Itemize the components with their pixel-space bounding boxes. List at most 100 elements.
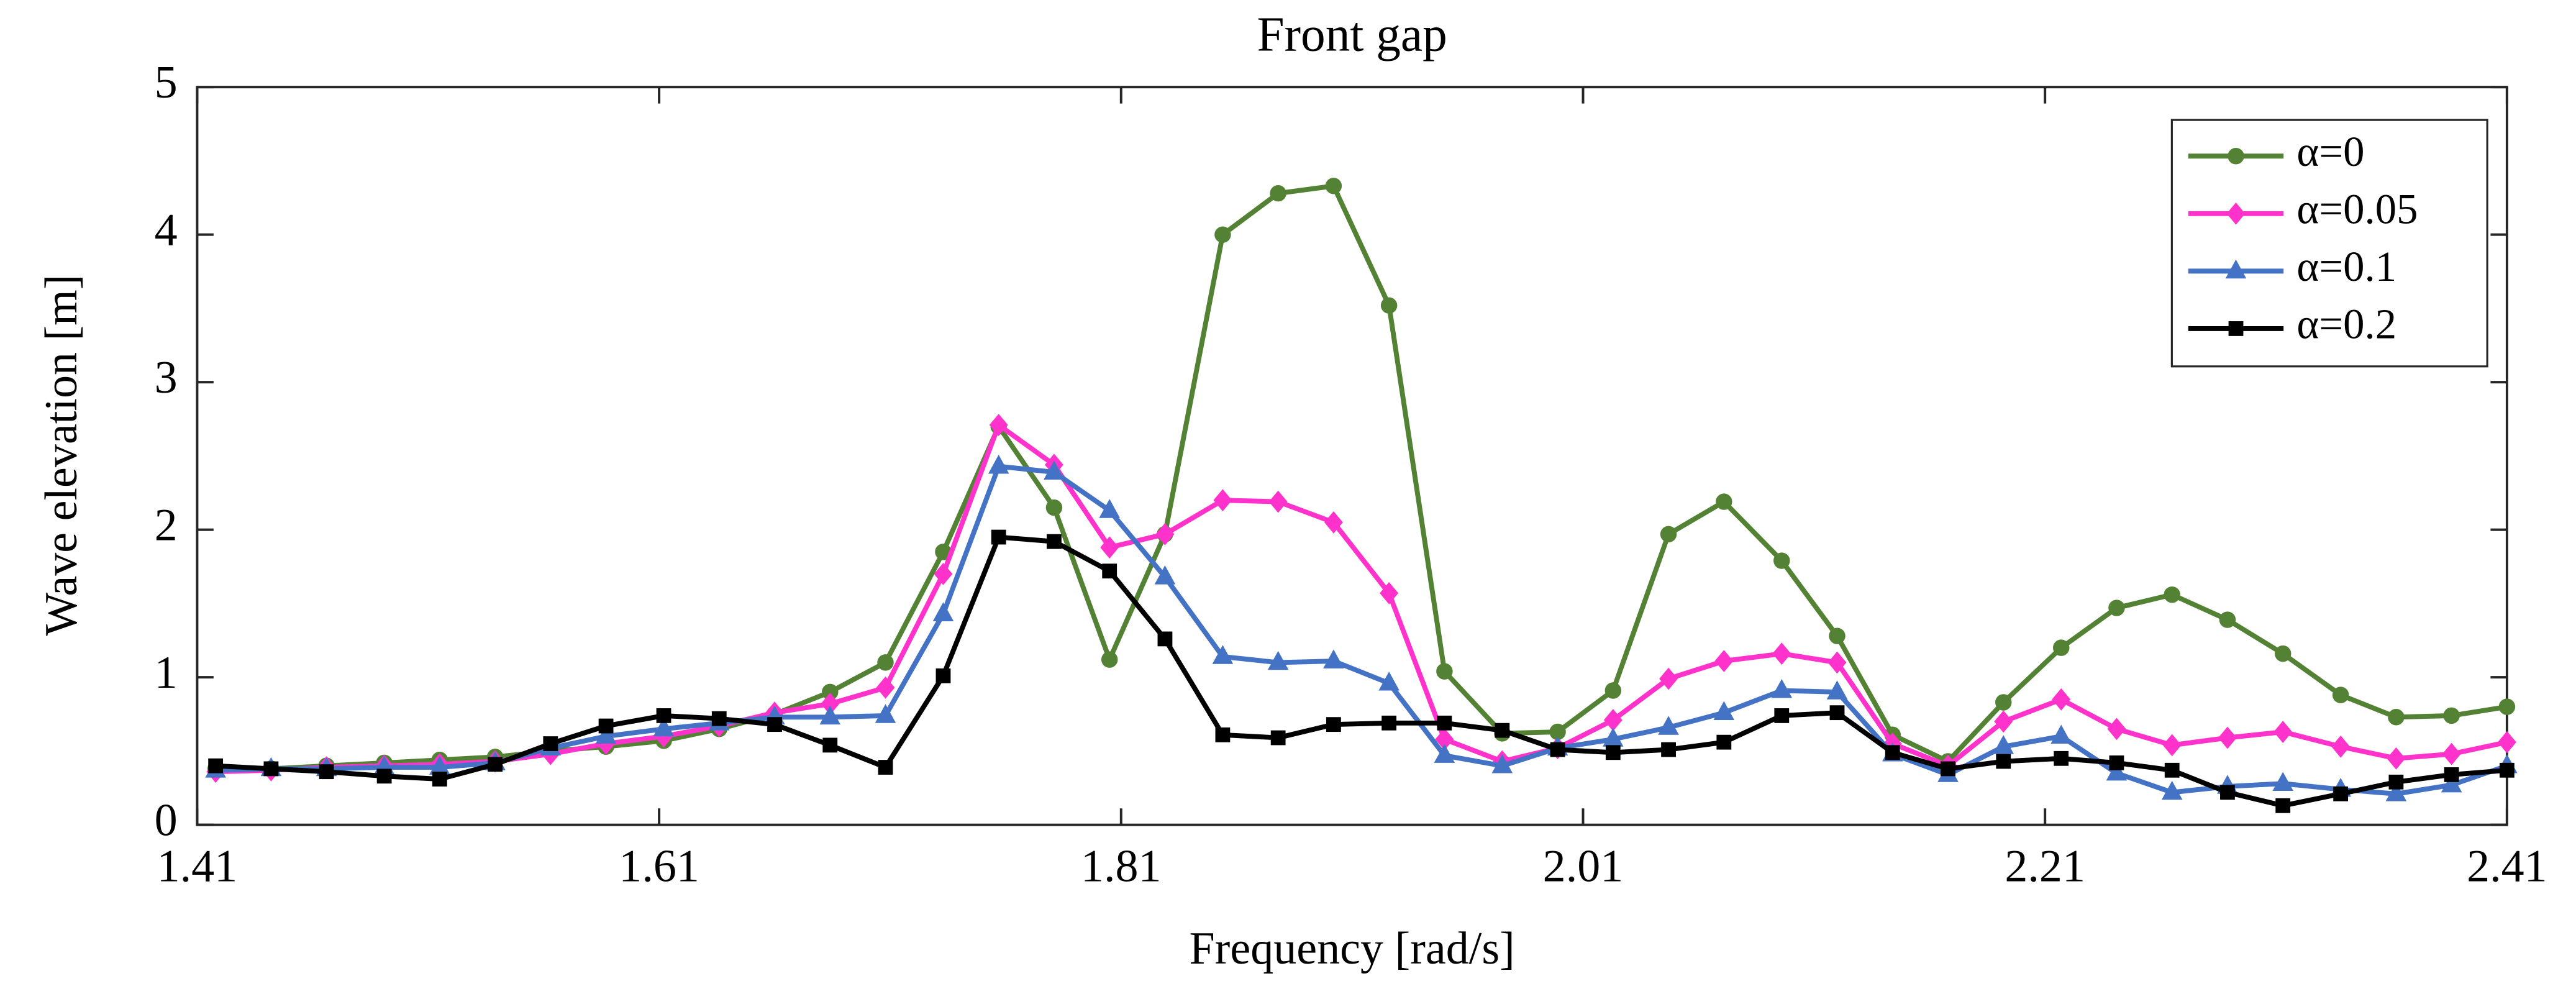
- marker: [432, 772, 447, 787]
- marker: [1827, 651, 1847, 674]
- marker: [934, 562, 953, 585]
- marker: [1044, 460, 1065, 480]
- marker: [1268, 490, 1288, 513]
- marker: [1826, 680, 1848, 700]
- marker: [1212, 645, 1234, 664]
- legend-label: α=0.1: [2296, 243, 2396, 290]
- marker: [2219, 611, 2236, 628]
- marker: [263, 761, 279, 777]
- marker: [1829, 627, 1846, 644]
- marker: [1659, 667, 1678, 690]
- marker: [822, 737, 838, 753]
- marker: [2331, 735, 2351, 758]
- marker: [1099, 499, 1120, 518]
- marker: [2275, 798, 2291, 813]
- plot-frame: [196, 86, 2508, 826]
- marker: [1323, 649, 1344, 668]
- marker: [2273, 721, 2293, 743]
- marker: [1714, 650, 1734, 672]
- marker: [2053, 639, 2070, 656]
- marker: [2388, 774, 2404, 790]
- marker: [991, 529, 1006, 545]
- marker: [988, 454, 1009, 474]
- marker: [2385, 782, 2407, 801]
- legend-marker: [2228, 148, 2244, 165]
- marker: [878, 760, 893, 775]
- series-line: [216, 422, 2508, 775]
- legend-marker: [2225, 259, 2247, 279]
- marker: [2387, 747, 2406, 770]
- x-tick-label: 2.01: [1543, 841, 1624, 892]
- marker: [1270, 185, 1286, 202]
- marker: [2108, 600, 2125, 616]
- legend-label: α=0.05: [2296, 186, 2418, 233]
- marker: [2218, 726, 2237, 749]
- marker: [2054, 750, 2069, 766]
- marker: [2162, 734, 2182, 757]
- marker: [319, 764, 334, 780]
- marker: [1713, 701, 1735, 721]
- marker: [711, 711, 727, 726]
- marker: [1941, 761, 1955, 777]
- marker: [2106, 761, 2128, 781]
- y-tick-label: 1: [155, 647, 178, 698]
- marker: [208, 758, 224, 773]
- x-axis-label: Frequency [rad/s]: [1189, 923, 1514, 974]
- marker: [1380, 297, 1398, 314]
- legend-marker: [2226, 202, 2246, 225]
- marker: [1996, 754, 2011, 769]
- marker: [2441, 773, 2462, 793]
- legend-label: α=0.2: [2296, 301, 2396, 348]
- marker: [875, 704, 896, 723]
- marker: [1102, 563, 1117, 579]
- x-tick-label: 1.81: [1081, 841, 1162, 892]
- y-tick-label: 3: [155, 352, 178, 403]
- x-tick-label: 1.61: [619, 841, 699, 892]
- marker: [932, 602, 954, 621]
- marker: [2050, 724, 2072, 744]
- legend-label: α=0: [2296, 128, 2364, 175]
- marker: [653, 717, 675, 737]
- marker: [877, 654, 894, 671]
- marker: [1716, 734, 1732, 750]
- marker: [989, 414, 1008, 436]
- y-tick-label: 4: [155, 205, 178, 256]
- marker: [2109, 755, 2124, 770]
- marker: [2498, 698, 2516, 715]
- marker: [1772, 642, 1791, 665]
- marker: [2164, 586, 2180, 603]
- y-tick-label: 5: [155, 57, 178, 108]
- marker: [1885, 745, 1900, 760]
- marker: [1214, 226, 1231, 243]
- series-line: [216, 463, 2508, 796]
- marker: [2220, 785, 2235, 800]
- marker: [1325, 178, 1342, 194]
- marker: [2497, 731, 2516, 754]
- x-tick-label: 2.21: [2005, 841, 2085, 892]
- marker: [1605, 745, 1621, 760]
- marker: [1661, 742, 1676, 757]
- marker: [1157, 631, 1173, 647]
- marker: [1994, 710, 2013, 733]
- marker: [819, 705, 841, 725]
- marker: [1155, 522, 1175, 545]
- marker: [1380, 582, 1399, 604]
- marker: [595, 724, 617, 744]
- marker: [2499, 762, 2515, 778]
- marker: [1550, 742, 1565, 757]
- marker: [1436, 663, 1453, 680]
- marker: [543, 736, 558, 751]
- legend-box: [2170, 119, 2488, 368]
- marker: [376, 769, 392, 784]
- marker: [1773, 552, 1790, 569]
- marker: [1100, 536, 1119, 559]
- marker: [1270, 730, 1286, 746]
- marker: [488, 757, 503, 772]
- marker: [767, 717, 782, 732]
- series-line: [215, 534, 2508, 808]
- marker: [935, 668, 951, 683]
- marker: [1660, 526, 1677, 543]
- marker: [1995, 694, 2012, 711]
- marker: [2052, 688, 2071, 711]
